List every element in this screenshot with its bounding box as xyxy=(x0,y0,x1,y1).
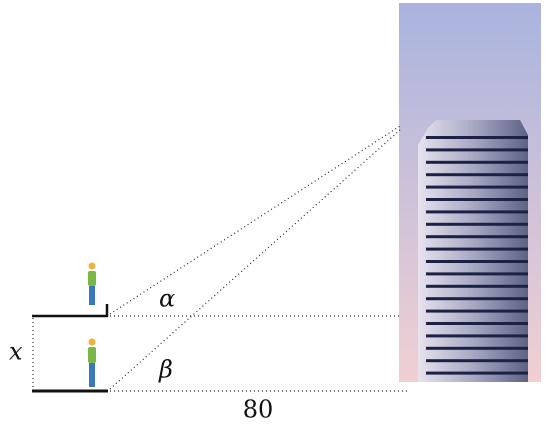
floor-band xyxy=(426,235,528,239)
person-top xyxy=(88,262,96,305)
height-label: x xyxy=(9,338,23,366)
floor-band xyxy=(426,371,528,375)
floor-band xyxy=(426,198,528,201)
floor-band xyxy=(426,247,528,251)
floor-band xyxy=(426,334,528,338)
building-photo xyxy=(399,3,541,382)
floor-band xyxy=(426,297,528,301)
distance-label: 80 xyxy=(243,396,274,424)
person-bottom xyxy=(88,338,96,387)
floor-band xyxy=(426,222,528,226)
floor-band xyxy=(426,309,528,313)
angle-alpha: α xyxy=(159,285,175,313)
floor-band xyxy=(426,136,528,139)
floor-band xyxy=(426,160,528,164)
floor-band xyxy=(426,210,528,214)
floor-band xyxy=(426,322,528,325)
floor-band xyxy=(426,173,528,177)
platforms xyxy=(32,304,109,393)
floor-band xyxy=(426,346,528,350)
floor-band xyxy=(426,185,528,189)
angle-beta: β xyxy=(158,356,173,384)
floor-band xyxy=(426,272,528,276)
floor-band xyxy=(426,359,528,363)
floor-band xyxy=(426,260,528,263)
floor-band xyxy=(426,284,528,288)
floor-band xyxy=(426,148,528,152)
sight-lines xyxy=(32,125,410,392)
